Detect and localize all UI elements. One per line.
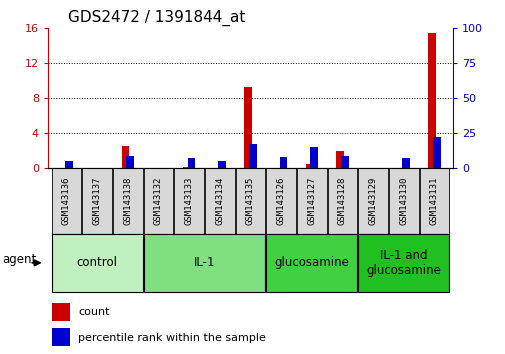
FancyBboxPatch shape — [266, 234, 357, 292]
FancyBboxPatch shape — [52, 234, 142, 292]
Text: GDS2472 / 1391844_at: GDS2472 / 1391844_at — [68, 9, 245, 25]
Bar — [401, 158, 409, 168]
FancyBboxPatch shape — [143, 234, 265, 292]
Text: glucosamine: glucosamine — [274, 256, 348, 269]
Bar — [121, 146, 129, 168]
Text: GSM143136: GSM143136 — [62, 177, 71, 225]
Text: GSM143130: GSM143130 — [398, 177, 408, 225]
Text: agent: agent — [3, 253, 37, 266]
FancyBboxPatch shape — [174, 168, 204, 234]
Bar — [218, 161, 226, 168]
Bar — [340, 155, 348, 168]
Bar — [310, 147, 318, 168]
FancyBboxPatch shape — [266, 168, 295, 234]
Bar — [427, 33, 435, 168]
Text: GSM143127: GSM143127 — [307, 177, 316, 225]
FancyBboxPatch shape — [82, 168, 112, 234]
FancyBboxPatch shape — [143, 168, 173, 234]
Bar — [182, 167, 190, 168]
Bar — [248, 144, 256, 168]
Text: GSM143135: GSM143135 — [245, 177, 255, 225]
FancyBboxPatch shape — [327, 168, 357, 234]
Bar — [52, 303, 70, 321]
Bar — [279, 157, 287, 168]
Text: GSM143132: GSM143132 — [154, 177, 163, 225]
Text: GSM143129: GSM143129 — [368, 177, 377, 225]
Bar — [52, 329, 70, 346]
Bar — [305, 164, 313, 168]
Text: GSM143134: GSM143134 — [215, 177, 224, 225]
FancyBboxPatch shape — [419, 168, 448, 234]
Text: GSM143137: GSM143137 — [92, 177, 102, 225]
Text: IL-1: IL-1 — [193, 256, 215, 269]
Bar — [335, 151, 343, 168]
Bar — [65, 161, 73, 168]
FancyBboxPatch shape — [235, 168, 265, 234]
Text: percentile rank within the sample: percentile rank within the sample — [78, 333, 266, 343]
FancyBboxPatch shape — [358, 168, 387, 234]
Text: GSM143126: GSM143126 — [276, 177, 285, 225]
Bar — [126, 155, 134, 168]
Text: count: count — [78, 307, 110, 317]
Bar — [432, 137, 440, 168]
Text: GSM143138: GSM143138 — [123, 177, 132, 225]
FancyBboxPatch shape — [358, 234, 448, 292]
Bar — [244, 87, 251, 168]
FancyBboxPatch shape — [113, 168, 142, 234]
Text: GSM143131: GSM143131 — [429, 177, 438, 225]
FancyBboxPatch shape — [52, 168, 81, 234]
Bar — [187, 158, 195, 168]
Text: GSM143128: GSM143128 — [337, 177, 346, 225]
Text: control: control — [76, 256, 117, 269]
Text: GSM143133: GSM143133 — [184, 177, 193, 225]
FancyBboxPatch shape — [388, 168, 418, 234]
Text: IL-1 and
glucosamine: IL-1 and glucosamine — [366, 249, 440, 277]
FancyBboxPatch shape — [296, 168, 326, 234]
FancyBboxPatch shape — [205, 168, 234, 234]
